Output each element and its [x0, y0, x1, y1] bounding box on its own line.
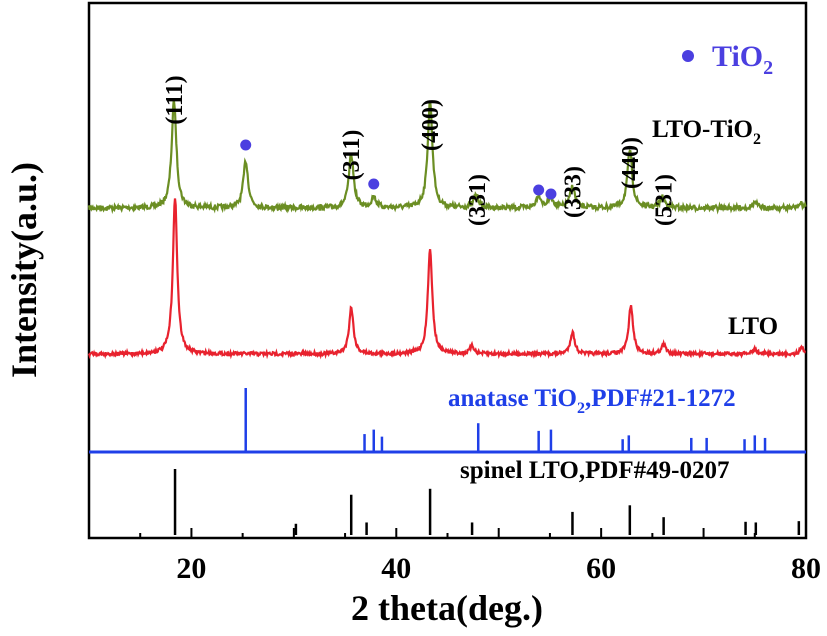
tio2-peak-markers [240, 139, 557, 200]
peak-label: (311) [339, 130, 365, 181]
tio2-marker [533, 184, 545, 196]
x-axis-ticks [88, 528, 807, 538]
reference-patterns [173, 388, 801, 535]
x-tick-label: 40 [381, 552, 411, 585]
x-tick-label: 20 [176, 552, 206, 585]
peak-label: (531) [652, 174, 678, 226]
peak-label: (400) [418, 99, 444, 151]
peak-label: (331) [465, 174, 491, 226]
reference-label-spinel: spinel LTO,PDF#49-0207 [460, 457, 730, 484]
tio2-legend-marker [682, 50, 694, 62]
y-axis-label: Intensity(a.u.) [4, 162, 44, 378]
x-tick-label: 60 [586, 552, 616, 585]
reference-label-anatase: anatase TiO2,PDF#21-1272 [448, 385, 736, 417]
x-tick-label: 80 [791, 552, 821, 585]
tio2-marker [240, 139, 252, 151]
series-line-lto-tio2 [87, 99, 807, 215]
peak-label: (440) [618, 137, 644, 189]
series-label-lto: LTO [728, 313, 778, 340]
peak-labels: (111) (311) (400) (331) (333) (440) (531) [162, 75, 678, 226]
x-axis-label: 2 theta(deg.) [351, 588, 543, 628]
series-label-lto-tio2: LTO-TiO2 [652, 116, 761, 148]
series-line-lto [87, 198, 806, 360]
series-lines [87, 99, 807, 360]
tio2-marker [545, 188, 557, 200]
x-tick-labels: 20 40 60 80 [176, 552, 821, 585]
tio2-marker [368, 178, 380, 190]
peak-label: (333) [560, 166, 586, 218]
tio2-legend-label: TiO2 [712, 40, 773, 79]
peak-label: (111) [162, 75, 188, 124]
